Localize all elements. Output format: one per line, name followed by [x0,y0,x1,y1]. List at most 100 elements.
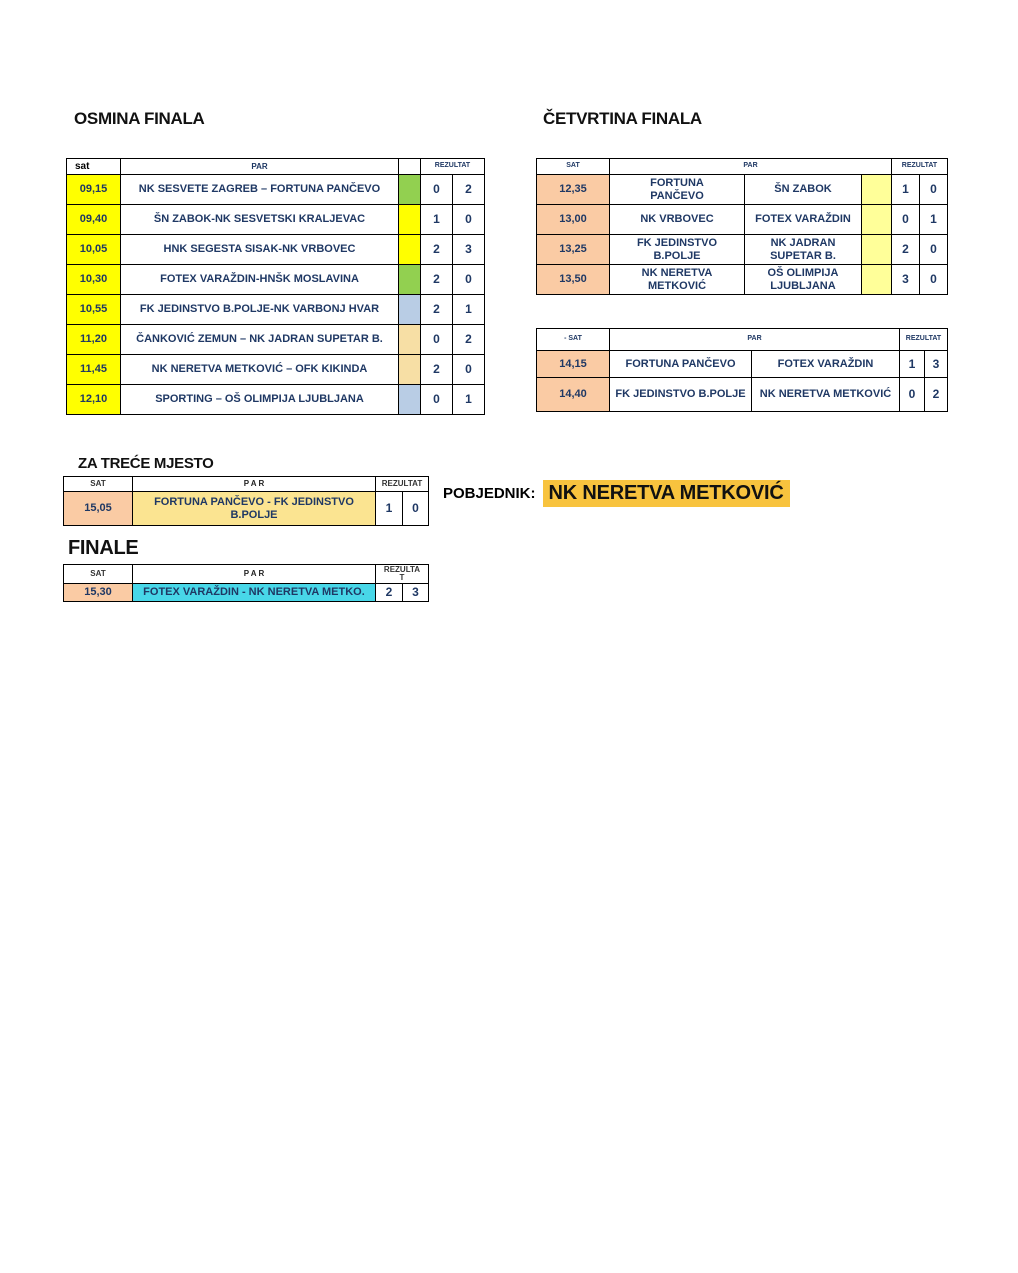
cetvrtina-header-par: PAR [609,158,892,175]
match-time: 14,15 [536,350,610,378]
score-home: 3 [891,264,920,295]
match-pair-text: FORTUNA PANČEVO - FK JEDINSTVO B.POLJE [154,495,354,521]
match-time: 13,50 [536,264,610,295]
trece-mjesto-title: ZA TREĆE MJESTO [78,455,214,472]
match-pair-text: SPORTING – OŠ OLIMPIJA LJUBLJANA [155,393,364,406]
osmina-header-row: sat PAR REZULTAT [66,158,485,175]
score-away: 0 [919,234,948,265]
score-home: 2 [420,294,453,325]
trece-header-sat: SAT [63,476,133,492]
score-home: 0 [420,324,453,355]
winner-name: NK NERETVA METKOVIĆ [542,480,790,507]
match-pair-text: NK SESVETE ZAGREB – FORTUNA PANČEVO [138,183,381,196]
score-away: 0 [452,354,485,385]
table-row: 09,40 ŠN ZABOK-NK SESVETSKI KRALJEVAC 1 … [66,204,485,235]
score-home: 1 [420,204,453,235]
score-away: 1 [452,384,485,415]
team-away-text: FOTEX VARAŽDIN [755,213,851,226]
team-home-text: FORTUNA PANČEVO [650,176,704,202]
score-away: 0 [919,264,948,295]
match-pair: NK SESVETE ZAGREB – FORTUNA PANČEVO [120,174,399,205]
table-row: 13,50 NK NERETVA METKOVIĆ OŠ OLIMPIJA LJ… [536,264,948,295]
score-home: 1 [891,174,920,205]
match-time: 11,45 [66,354,121,385]
finale-header-par: P A R [132,564,376,584]
score-away: 3 [402,583,429,602]
score-home: 2 [420,354,453,385]
score-away: 3 [924,350,948,378]
table-row: 11,20 ČANKOVIĆ ZEMUN – NK JADRAN SUPETAR… [66,324,485,355]
score-away: 2 [924,377,948,412]
score-home: 2 [420,234,453,265]
match-time: 10,30 [66,264,121,295]
trece-header-row: SAT P A R REZULTAT [63,476,429,492]
score-away: 0 [452,204,485,235]
table-row: 10,30 FOTEX VARAŽDIN-HNŠK MOSLAVINA 2 0 [66,264,485,295]
team-away: FOTEX VARAŽDIN [744,204,862,235]
team-away-text: FOTEX VARAŽDIN [777,357,874,370]
table-row: 11,45 NK NERETVA METKOVIĆ – OFK KIKINDA … [66,354,485,385]
match-pair-text: ČANKOVIĆ ZEMUN – NK JADRAN SUPETAR B. [136,333,383,346]
team-home: FORTUNA PANČEVO [609,174,745,205]
finale-table: SAT P A R REZULTA T 15,30 FOTEX VARAŽDIN… [63,564,429,602]
group-color-strip [398,354,421,385]
match-time: 13,25 [536,234,610,265]
match-pair: ŠN ZABOK-NK SESVETSKI KRALJEVAC [120,204,399,235]
team-away-text: NK JADRAN SUPETAR B. [770,236,836,262]
score-away: 0 [402,491,429,526]
match-time: 09,15 [66,174,121,205]
cetvrtina-finala-title: ČETVRTINA FINALA [543,109,702,128]
table-row: 12,35 FORTUNA PANČEVO ŠN ZABOK 1 0 [536,174,948,205]
table-row: 15,30 FOTEX VARAŽDIN - NK NERETVA METKO.… [63,583,429,602]
score-away: 0 [919,174,948,205]
osmina-finala-title: OSMINA FINALA [74,109,205,128]
team-away-text: ŠN ZABOK [774,183,832,196]
finale-header-row: SAT P A R REZULTA T [63,564,429,584]
team-away: OŠ OLIMPIJA LJUBLJANA [744,264,862,295]
polufinale-table: - SAT PAR REZULTAT 14,15 FORTUNA PANČEVO… [536,328,948,412]
match-time: 09,40 [66,204,121,235]
team-home: FK JEDINSTVO B.POLJE [609,234,745,265]
group-color-strip [861,174,892,205]
match-pair: ČANKOVIĆ ZEMUN – NK JADRAN SUPETAR B. [120,324,399,355]
polufinale-header-sat: - SAT [536,328,610,351]
score-home: 2 [420,264,453,295]
score-home: 0 [899,377,925,412]
osmina-header-rezultat: REZULTAT [420,158,485,175]
trece-header-rezultat: REZULTAT [375,476,429,492]
group-color-strip [398,294,421,325]
score-home: 0 [891,204,920,235]
match-time: 14,40 [536,377,610,412]
team-home-text: FORTUNA PANČEVO [625,357,736,370]
team-home-text: FK JEDINSTVO B.POLJE [636,236,718,262]
group-color-strip [398,264,421,295]
group-color-strip [398,324,421,355]
group-color-strip [861,204,892,235]
group-color-strip [861,234,892,265]
polufinale-header-par: PAR [609,328,900,351]
match-pair: FOTEX VARAŽDIN-HNŠK MOSLAVINA [120,264,399,295]
match-time: 15,30 [63,583,133,602]
trece-mjesto-table: SAT P A R REZULTAT 15,05 FORTUNA PANČEVO… [63,476,429,526]
group-color-strip [398,174,421,205]
winner-label: POBJEDNIK: [443,485,536,502]
match-time: 12,35 [536,174,610,205]
score-away: 1 [919,204,948,235]
osmina-finala-table: sat PAR REZULTAT 09,15 NK SESVETE ZAGREB… [66,158,485,415]
table-row: 13,00 NK VRBOVEC FOTEX VARAŽDIN 0 1 [536,204,948,235]
score-away: 2 [452,324,485,355]
score-away: 0 [452,264,485,295]
cetvrtina-header-rezultat: REZULTAT [891,158,948,175]
score-home: 0 [420,384,453,415]
score-home: 1 [375,491,403,526]
score-home: 2 [891,234,920,265]
team-home-text: NK NERETVA METKOVIĆ [641,266,713,292]
match-time: 10,05 [66,234,121,265]
match-pair-text: FOTEX VARAŽDIN-HNŠK MOSLAVINA [160,273,359,286]
team-away: FOTEX VARAŽDIN [751,350,900,378]
table-row: 09,15 NK SESVETE ZAGREB – FORTUNA PANČEV… [66,174,485,205]
team-home-text: NK VRBOVEC [640,213,714,226]
match-pair-text: ŠN ZABOK-NK SESVETSKI KRALJEVAC [153,213,366,226]
score-home: 1 [899,350,925,378]
